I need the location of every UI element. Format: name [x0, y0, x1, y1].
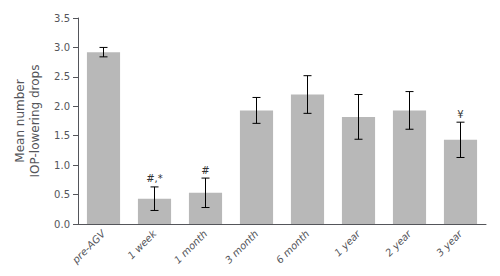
svg-text:IOP-lowering drops: IOP-lowering drops [28, 65, 42, 178]
svg-text:2.5: 2.5 [54, 71, 70, 82]
svg-text:1 year: 1 year [332, 227, 363, 258]
svg-text:3.0: 3.0 [54, 42, 70, 53]
svg-text:#: # [201, 165, 209, 176]
svg-text:0.5: 0.5 [54, 189, 70, 200]
svg-text:Mean number: Mean number [13, 79, 27, 162]
svg-text:1.0: 1.0 [54, 160, 70, 171]
svg-text:3 year: 3 year [434, 227, 465, 258]
svg-text:2 year: 2 year [383, 227, 414, 258]
svg-text:6 month: 6 month [274, 228, 311, 265]
svg-text:pre-AGV: pre-AGV [69, 227, 108, 266]
svg-text:#,*: #,* [146, 173, 163, 184]
svg-text:1 week: 1 week [125, 227, 159, 261]
svg-text:1.5: 1.5 [54, 130, 70, 141]
svg-text:3.5: 3.5 [54, 13, 70, 24]
svg-text:2.0: 2.0 [54, 101, 70, 112]
svg-text:1 month: 1 month [172, 228, 209, 265]
svg-text:3 month: 3 month [223, 228, 260, 265]
svg-text:0.0: 0.0 [54, 219, 70, 230]
svg-text:¥: ¥ [457, 109, 463, 120]
